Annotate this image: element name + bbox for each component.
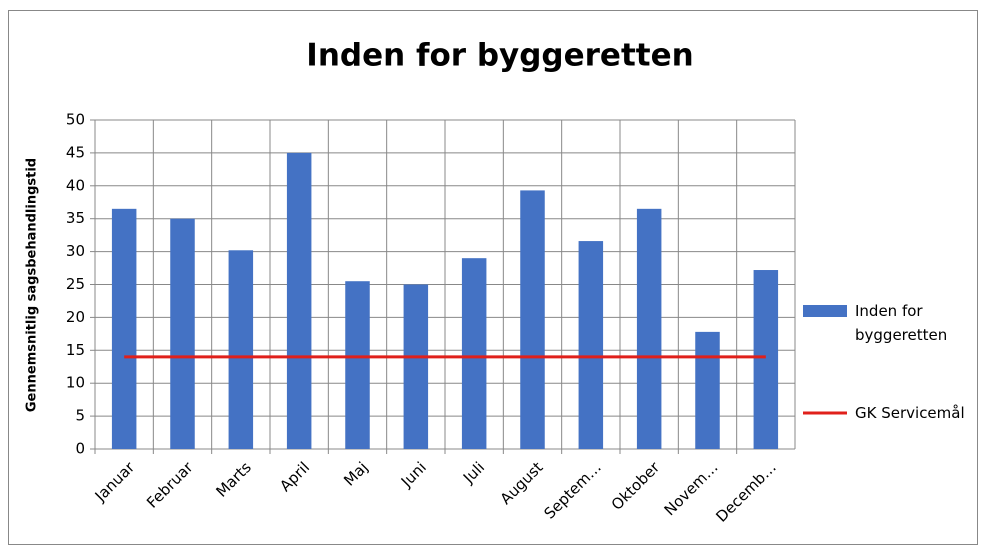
bar [461, 258, 487, 449]
y-tick-label: 5 [75, 407, 85, 425]
y-tick-label: 20 [66, 308, 85, 326]
legend-swatch [803, 305, 847, 317]
bar [345, 281, 370, 449]
bar [111, 208, 137, 449]
legend-label: GK Servicemål [855, 404, 965, 422]
y-tick-label: 30 [66, 242, 85, 260]
bar [170, 218, 195, 449]
bar [286, 152, 312, 449]
y-tick-label: 10 [66, 374, 85, 392]
y-tick-label: 35 [66, 209, 85, 227]
bar [753, 270, 779, 449]
y-tick-label: 25 [66, 275, 85, 293]
y-tick-label: 45 [66, 143, 85, 161]
y-axis-label: Gennemsnitlig sagsbehandlingstid [25, 158, 40, 412]
y-tick-label: 50 [66, 111, 85, 129]
bar [695, 331, 720, 449]
bar [520, 190, 545, 449]
bar [228, 250, 254, 449]
chart-title: Inden for byggeretten [306, 38, 693, 74]
bar [403, 284, 429, 449]
chart-border [8, 10, 978, 545]
y-tick-label: 40 [66, 176, 85, 194]
bar [636, 208, 662, 449]
y-tick-label: 15 [66, 341, 85, 359]
y-tick-label: 0 [75, 440, 85, 458]
bar [578, 241, 604, 449]
legend-label: Inden for byggeretten [855, 302, 948, 344]
